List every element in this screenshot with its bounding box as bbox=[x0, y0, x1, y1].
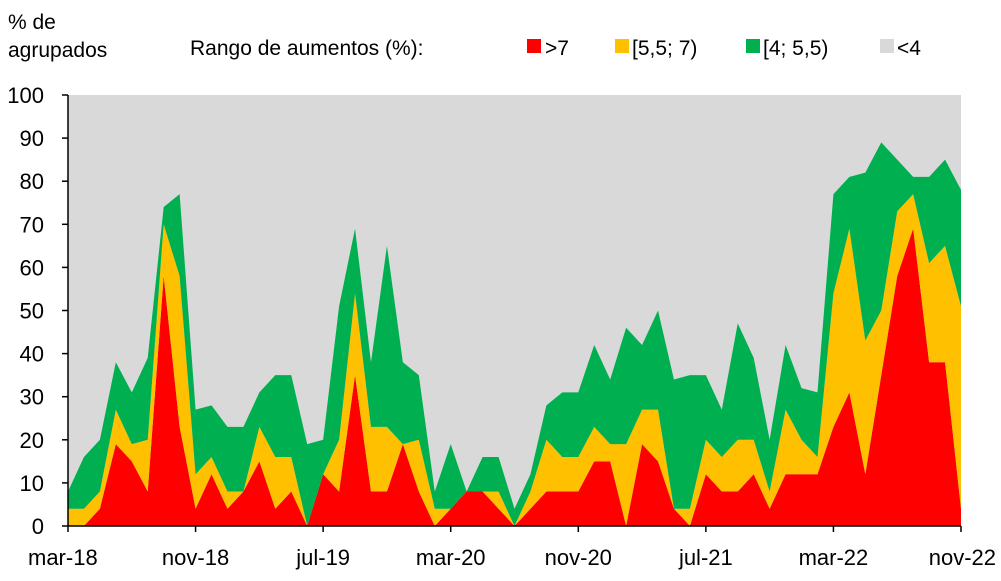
series-area-green bbox=[68, 142, 961, 526]
legend: >7 [5,5; 7) [4; 5,5) <4 bbox=[527, 37, 921, 60]
legend-swatch-green bbox=[746, 39, 760, 53]
legend-label-yellow: [5,5; 7) bbox=[632, 37, 697, 60]
y-axis-title-line1: % de bbox=[8, 11, 56, 34]
legend-item-red: >7 bbox=[527, 37, 569, 60]
x-tick-label: nov-18 bbox=[162, 545, 229, 570]
y-tick-label: 20 bbox=[20, 428, 44, 453]
x-tick-label: nov-22 bbox=[929, 545, 996, 570]
legend-swatch-red bbox=[527, 39, 541, 53]
y-tick-label: 30 bbox=[20, 385, 44, 410]
x-tick-label: jul-19 bbox=[295, 545, 350, 570]
y-tick-label: 50 bbox=[20, 299, 44, 324]
legend-item-yellow: [5,5; 7) bbox=[615, 37, 697, 60]
legend-swatch-yellow bbox=[615, 39, 629, 53]
y-tick-label: 100 bbox=[7, 83, 44, 108]
legend-item-green: [4; 5,5) bbox=[746, 37, 828, 60]
y-tick-label: 80 bbox=[20, 169, 44, 194]
x-tick-label: jul-21 bbox=[678, 545, 733, 570]
y-tick-label: 60 bbox=[20, 255, 44, 280]
y-tick-label: 70 bbox=[20, 212, 44, 237]
x-tick-label: mar-20 bbox=[416, 545, 486, 570]
x-tick-label: mar-18 bbox=[28, 545, 98, 570]
series-area-yellow bbox=[68, 194, 961, 526]
y-tick-label: 40 bbox=[20, 342, 44, 367]
legend-swatch-gray bbox=[880, 39, 894, 53]
x-tick-label: mar-22 bbox=[799, 545, 869, 570]
legend-label-green: [4; 5,5) bbox=[763, 37, 828, 60]
y-tick-label: 90 bbox=[20, 126, 44, 151]
legend-label-gray: <4 bbox=[897, 37, 921, 60]
y-tick-label: 0 bbox=[32, 514, 44, 539]
legend-item-gray: <4 bbox=[880, 37, 921, 60]
y-tick-label: 10 bbox=[20, 471, 44, 496]
series-area-red bbox=[68, 228, 961, 527]
y-axis-title-line2: agrupados bbox=[8, 39, 107, 62]
x-axis: mar-18 nov-18 jul-19 mar-20 nov-20 jul-21 mar-… bbox=[28, 525, 996, 570]
legend-label-red: >7 bbox=[545, 37, 569, 60]
legend-title: Rango de aumentos (%): bbox=[190, 37, 423, 60]
plot-area bbox=[68, 95, 961, 527]
y-axis: 0 10 20 30 40 50 60 70 80 90 100 bbox=[7, 83, 69, 539]
x-tick-label: nov-20 bbox=[545, 545, 612, 570]
